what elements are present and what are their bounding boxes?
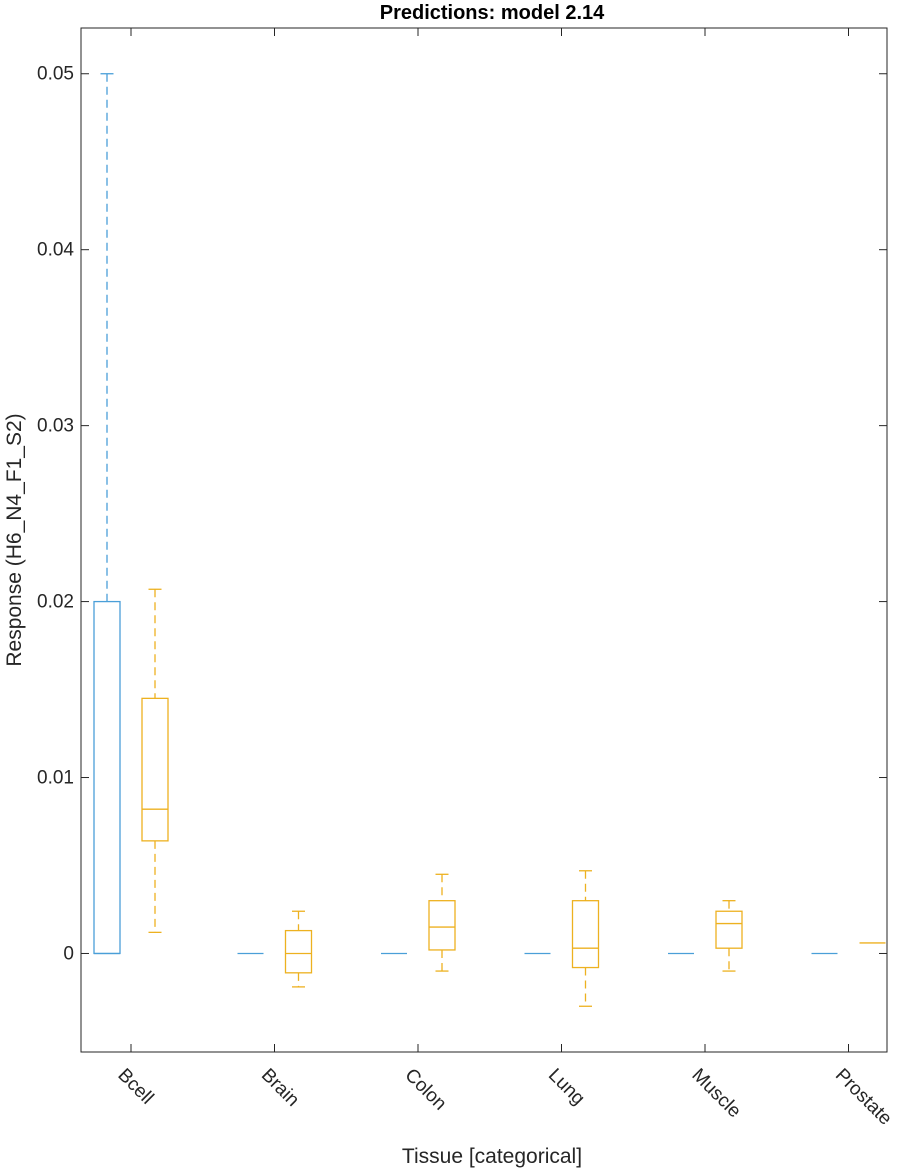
box-bcell-series-1: [93, 73, 121, 955]
box-colon-series-2: [428, 873, 456, 972]
x-tick-label: Brain: [257, 1065, 303, 1111]
y-tick-label: 0.03: [37, 416, 74, 437]
x-tick-label: Prostate: [831, 1065, 896, 1130]
box-iqr: [571, 900, 600, 969]
y-axis-label: Response (H6_N4_F1_S2): [3, 413, 26, 666]
x-axis-label: Tissue [categorical]: [402, 1145, 582, 1168]
y-tick-label: 0.01: [37, 768, 74, 789]
box-iqr: [428, 900, 456, 951]
box-iqr: [141, 697, 169, 842]
box-brain-series-2: [284, 910, 313, 988]
plot-area: [80, 27, 888, 1053]
box-bcell-series-2: [141, 588, 169, 934]
box-iqr: [715, 910, 743, 949]
box-series: [93, 73, 886, 1007]
x-tick-label: Bcell: [113, 1065, 157, 1109]
x-tick-label: Lung: [544, 1065, 589, 1110]
y-tick-label: 0.05: [37, 64, 74, 85]
box-muscle-series-2: [715, 900, 743, 972]
box-iqr: [284, 929, 313, 974]
y-tick-label: 0: [63, 943, 74, 964]
chart-title: Predictions: model 2.14: [380, 2, 605, 24]
x-tick-label: Colon: [400, 1065, 450, 1115]
y-axis: 0 0.01 0.02 0.03 0.04 0.05: [37, 64, 887, 964]
y-tick-label: 0.02: [37, 592, 74, 613]
y-tick-label: 0.04: [37, 240, 74, 261]
x-tick-label: Muscle: [687, 1065, 744, 1122]
box-lung-series-2: [571, 870, 600, 1007]
